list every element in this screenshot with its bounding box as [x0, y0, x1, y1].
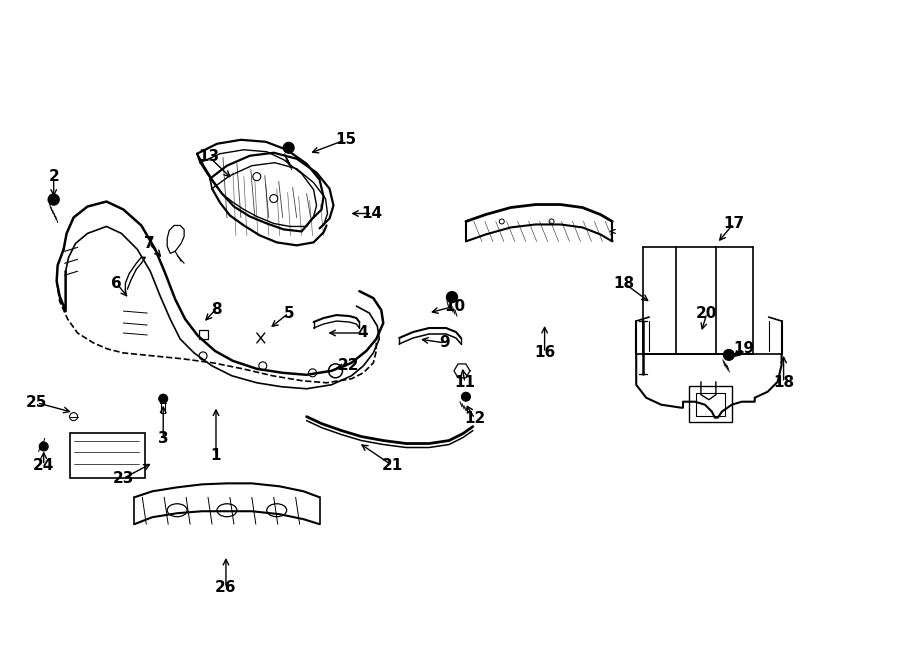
Text: 16: 16 [534, 346, 555, 360]
Circle shape [462, 392, 471, 401]
Text: 18: 18 [614, 276, 634, 291]
Text: 18: 18 [773, 375, 794, 390]
Text: 14: 14 [362, 206, 382, 221]
Text: 13: 13 [199, 149, 220, 164]
Text: 20: 20 [697, 305, 717, 321]
Text: 7: 7 [144, 236, 155, 251]
Circle shape [49, 194, 59, 205]
Text: 10: 10 [445, 299, 465, 313]
Text: 15: 15 [335, 132, 356, 147]
FancyBboxPatch shape [69, 432, 145, 479]
Text: 11: 11 [454, 375, 475, 390]
Text: 4: 4 [357, 325, 368, 340]
Text: 17: 17 [724, 216, 744, 231]
Text: 23: 23 [112, 471, 134, 486]
FancyBboxPatch shape [689, 386, 732, 422]
Circle shape [446, 292, 457, 303]
Text: 21: 21 [382, 458, 403, 473]
Circle shape [40, 442, 49, 451]
Circle shape [724, 350, 734, 360]
Text: 8: 8 [211, 301, 221, 317]
Circle shape [284, 142, 294, 153]
Text: 25: 25 [26, 395, 48, 410]
Text: 1: 1 [211, 448, 221, 463]
FancyBboxPatch shape [696, 393, 725, 416]
Text: 24: 24 [33, 458, 54, 473]
Text: 6: 6 [111, 276, 122, 291]
Text: 26: 26 [215, 580, 237, 596]
Circle shape [158, 394, 167, 403]
Text: 5: 5 [284, 305, 294, 321]
Text: 2: 2 [49, 169, 59, 184]
Text: 22: 22 [338, 358, 359, 373]
Text: 9: 9 [440, 335, 450, 350]
Text: 19: 19 [734, 342, 754, 356]
Text: 12: 12 [464, 411, 485, 426]
FancyBboxPatch shape [199, 330, 208, 339]
Text: 3: 3 [158, 431, 168, 446]
